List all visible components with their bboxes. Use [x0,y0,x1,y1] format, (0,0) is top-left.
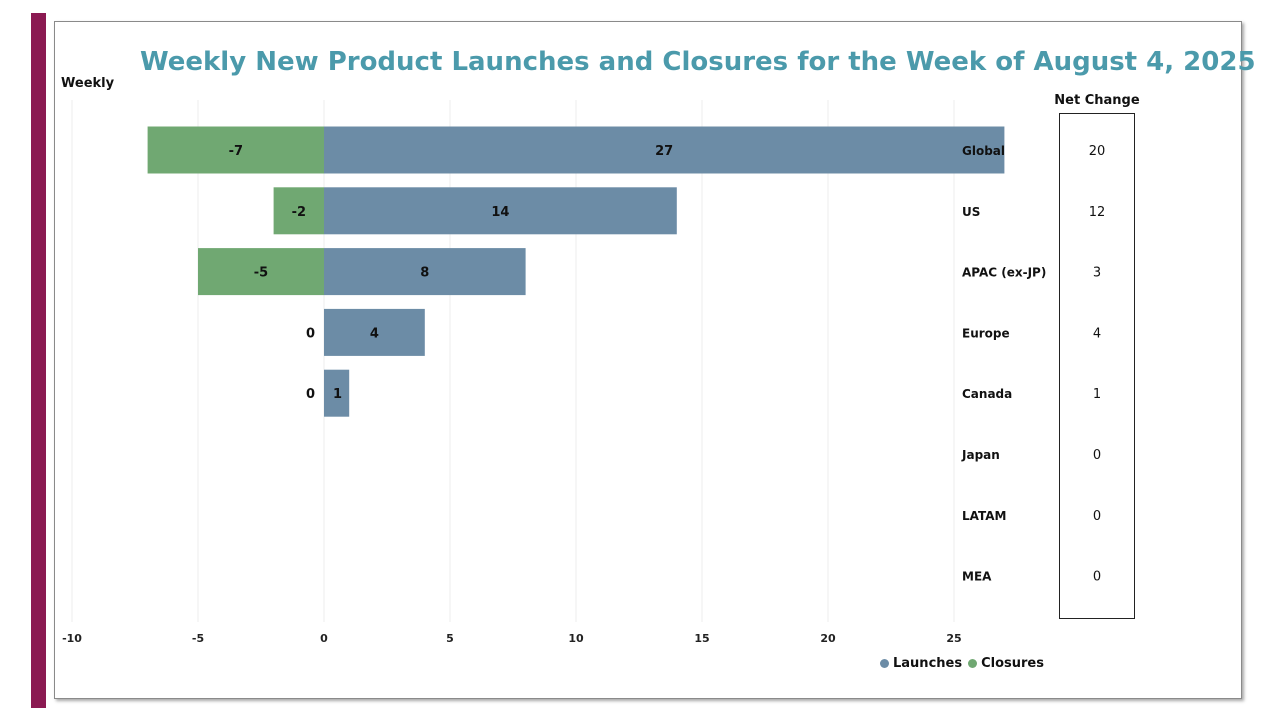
launch-data-label: 14 [491,205,509,220]
launch-data-label: 1 [333,387,342,402]
closure-data-label: 0 [306,387,315,402]
legend-item-closures: Closures [968,656,1044,671]
net-change-header: Net Change [1054,93,1140,108]
legend-label-closures: Closures [981,656,1044,671]
closure-data-label: -5 [254,266,268,281]
x-tick-label: 0 [320,632,328,645]
category-label: MEA [962,570,992,584]
net-change-value: 0 [1093,448,1101,463]
closure-data-label: 0 [306,326,315,341]
x-tick-label: 5 [446,632,454,645]
x-tick-label: 10 [568,632,584,645]
net-change-value: 3 [1093,266,1101,281]
category-label: Japan [961,448,1000,462]
closure-data-label: -2 [292,205,306,220]
category-label: LATAM [962,509,1006,523]
x-tick-label: 20 [820,632,836,645]
net-change-value: 20 [1089,144,1106,159]
legend-item-launches: Launches [880,656,962,671]
launch-data-label: 8 [420,266,429,281]
legend: Launches Closures [880,656,1044,671]
closures-dot-icon [968,659,978,668]
net-change-value: 0 [1093,509,1101,524]
x-tick-label: -5 [192,632,204,645]
launch-bar [324,126,1005,174]
launch-bar [324,369,350,417]
net-change-value: 0 [1093,570,1101,585]
closure-bar [273,187,324,235]
accent-bar [31,13,46,708]
closure-bar [198,248,324,296]
launch-bar [324,308,425,356]
x-tick-label: -10 [62,632,82,645]
legend-label-launches: Launches [893,656,963,671]
category-label: Canada [962,387,1012,401]
x-tick-label: 15 [694,632,709,645]
launch-bar [324,187,677,235]
net-change-value: 4 [1093,326,1101,341]
launch-data-label: 4 [370,326,379,341]
corner-label: Weekly [61,76,115,91]
launch-bar [324,248,526,296]
net-change-box [1059,113,1135,619]
launch-data-label: 27 [655,144,673,159]
category-label: Global [962,144,1005,158]
category-label: APAC (ex-JP) [962,266,1046,280]
launches-dot-icon [880,659,889,668]
net-change-value: 12 [1089,205,1106,220]
closure-data-label: -7 [229,144,243,159]
category-label: US [962,205,980,219]
category-label: Europe [962,326,1010,340]
net-change-value: 1 [1093,387,1101,402]
chart-title: Weekly New Product Launches and Closures… [140,47,1256,77]
x-tick-label: 25 [946,632,961,645]
closure-bar [147,126,324,174]
